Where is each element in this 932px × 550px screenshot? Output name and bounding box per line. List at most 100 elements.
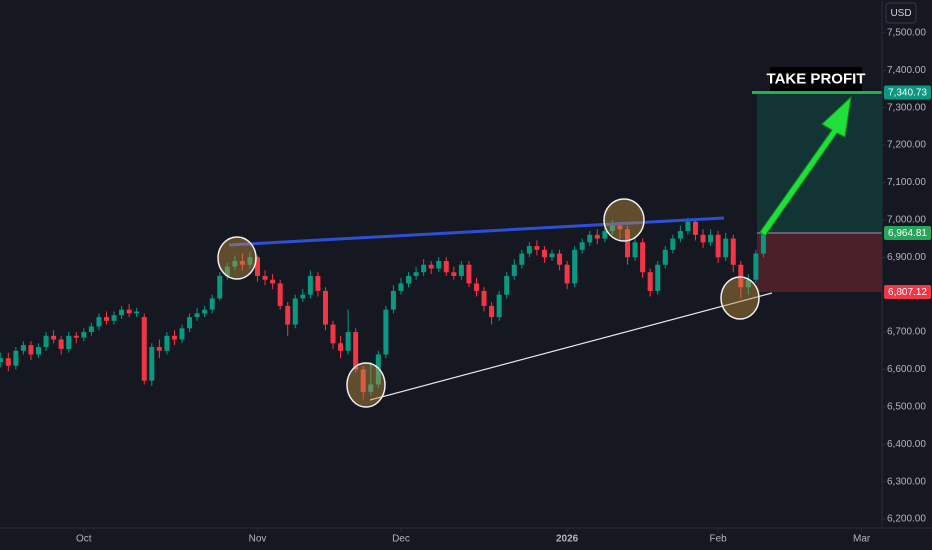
candle-body bbox=[277, 283, 283, 306]
candle-body bbox=[594, 234, 600, 239]
candle-body bbox=[5, 358, 11, 366]
highlight-circle bbox=[346, 362, 386, 408]
y-tick-label: 7,300.00 bbox=[887, 102, 926, 113]
candle-body bbox=[428, 264, 434, 269]
price-tag-label: 7,340.73 bbox=[888, 88, 927, 99]
candle-body bbox=[375, 354, 381, 385]
price-tag bbox=[884, 85, 931, 100]
candle-body bbox=[715, 234, 721, 258]
candle-body bbox=[579, 242, 585, 250]
candle-body bbox=[187, 317, 193, 329]
arrow bbox=[759, 95, 852, 237]
candle-body bbox=[149, 347, 155, 381]
price-tag-label: 6,964.81 bbox=[888, 228, 927, 239]
x-tick-label: Dec bbox=[392, 534, 410, 545]
candle-body bbox=[292, 298, 298, 325]
x-tick-label: Feb bbox=[710, 534, 728, 545]
highlight-circle bbox=[217, 236, 257, 280]
candle-body bbox=[353, 332, 359, 370]
candle-body bbox=[239, 261, 245, 265]
candle-body bbox=[285, 305, 291, 325]
candles bbox=[0, 218, 766, 400]
candle-body bbox=[473, 283, 479, 291]
candle-body bbox=[700, 234, 706, 243]
candle-body bbox=[489, 305, 495, 318]
candle-body bbox=[617, 225, 623, 230]
loss-zone bbox=[757, 233, 882, 293]
highlight-circle bbox=[720, 276, 760, 320]
candle-body bbox=[81, 332, 87, 338]
candle-body bbox=[171, 335, 177, 340]
candle-body bbox=[451, 272, 457, 276]
candle-body bbox=[572, 249, 578, 284]
candle-body bbox=[96, 317, 102, 327]
y-tick-label: 7,500.00 bbox=[887, 28, 926, 39]
candle-body bbox=[413, 272, 419, 276]
candle-body bbox=[103, 317, 109, 321]
candle-body bbox=[262, 275, 268, 280]
candle-body bbox=[164, 335, 170, 351]
candle-body bbox=[708, 234, 714, 243]
candle-body bbox=[232, 261, 238, 267]
x-tick-label: Nov bbox=[249, 534, 267, 545]
candle-body bbox=[640, 242, 646, 273]
candle-body bbox=[692, 221, 698, 235]
candle-body bbox=[557, 253, 563, 265]
annotation-box bbox=[770, 67, 862, 91]
candle-body bbox=[300, 294, 306, 299]
candle-body bbox=[406, 275, 412, 284]
x-tick-label: 2026 bbox=[556, 534, 579, 545]
candle-body bbox=[685, 221, 691, 232]
candle-body bbox=[549, 253, 555, 258]
candle-body bbox=[564, 264, 570, 284]
candle-body bbox=[51, 335, 57, 340]
candle-body bbox=[330, 324, 336, 344]
candle-body bbox=[534, 246, 540, 250]
position-zones bbox=[752, 90, 882, 293]
candle-body bbox=[753, 253, 759, 280]
candle-body bbox=[66, 335, 72, 349]
candle-body bbox=[247, 257, 253, 265]
y-tick-label: 6,700.00 bbox=[887, 327, 926, 338]
y-tick-label: 6,200.00 bbox=[887, 514, 926, 525]
currency: USD bbox=[890, 8, 911, 19]
candle-body bbox=[209, 298, 215, 310]
x-tick-label: Mar bbox=[853, 534, 871, 545]
y-tick-label: 6,900.00 bbox=[887, 252, 926, 263]
candle-body bbox=[390, 290, 396, 310]
candle-body bbox=[119, 309, 125, 316]
candle-body bbox=[436, 261, 442, 269]
candle-body bbox=[723, 238, 729, 258]
candle-body bbox=[519, 253, 525, 265]
candle-body bbox=[322, 290, 328, 325]
annotation: TAKE PROFIT bbox=[767, 70, 866, 87]
drawings: TAKE PROFIT bbox=[217, 67, 866, 408]
candle-body bbox=[421, 264, 427, 273]
candle-body bbox=[662, 249, 668, 265]
candle-body bbox=[383, 309, 389, 355]
highlight-circle bbox=[603, 198, 645, 242]
candle-body bbox=[511, 264, 517, 276]
y-tick-label: 7,200.00 bbox=[887, 140, 926, 151]
price-tag bbox=[884, 226, 931, 241]
candle-body bbox=[602, 231, 608, 239]
candle-body bbox=[270, 279, 276, 284]
candle-body bbox=[760, 233, 766, 254]
resistance-line bbox=[228, 216, 725, 247]
candle-body bbox=[730, 238, 736, 265]
candle-body bbox=[504, 275, 510, 295]
candle-body bbox=[345, 332, 351, 351]
y-tick-label: 7,100.00 bbox=[887, 177, 926, 188]
y-tick-label: 6,600.00 bbox=[887, 364, 926, 375]
candle-body bbox=[677, 231, 683, 239]
currency-box bbox=[885, 2, 917, 24]
candle-body bbox=[58, 339, 64, 349]
candle-body bbox=[217, 275, 223, 299]
candle-body bbox=[36, 347, 42, 355]
candle-body bbox=[670, 238, 676, 250]
candle-body bbox=[141, 317, 147, 381]
candle-body bbox=[194, 313, 200, 318]
candle-body bbox=[111, 315, 117, 321]
candle-body bbox=[738, 264, 744, 288]
